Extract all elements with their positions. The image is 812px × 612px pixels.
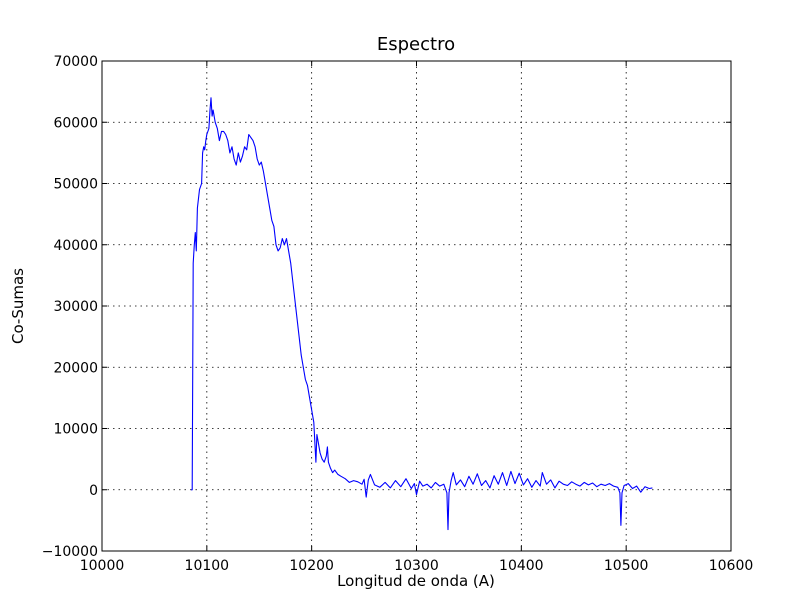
- chart-title: Espectro: [377, 34, 455, 55]
- grid-lines: [102, 61, 731, 551]
- y-tick-label: 10000: [53, 422, 98, 438]
- y-tick-label: −10000: [42, 544, 98, 560]
- series-layer: [191, 97, 653, 531]
- x-axis-label: Longitud de onda (A): [337, 572, 495, 590]
- y-tick-label: 60000: [53, 115, 98, 131]
- x-tick-label: 10300: [394, 558, 439, 574]
- y-tick-label: 20000: [53, 360, 98, 376]
- y-tick-label: 40000: [53, 238, 98, 254]
- axis-ticks: [101, 60, 732, 552]
- y-tick-label: 0: [89, 483, 98, 499]
- tick-labels: 10000 10100 10200 10300 10400 10500 10600 −1000…: [42, 54, 754, 574]
- x-tick-label: 10600: [709, 558, 754, 574]
- x-tick-label: 10400: [499, 558, 544, 574]
- y-tick-label: 50000: [53, 177, 98, 193]
- x-tick-label: 10200: [289, 558, 334, 574]
- y-tick-label: 70000: [53, 54, 98, 70]
- x-tick-label: 10100: [185, 558, 230, 574]
- spectrum-series-line: [191, 97, 653, 531]
- x-tick-label: 10000: [80, 558, 125, 574]
- y-axis-label: Co-Sumas: [9, 268, 27, 344]
- x-tick-label: 10500: [604, 558, 649, 574]
- y-tick-label: 30000: [53, 299, 98, 315]
